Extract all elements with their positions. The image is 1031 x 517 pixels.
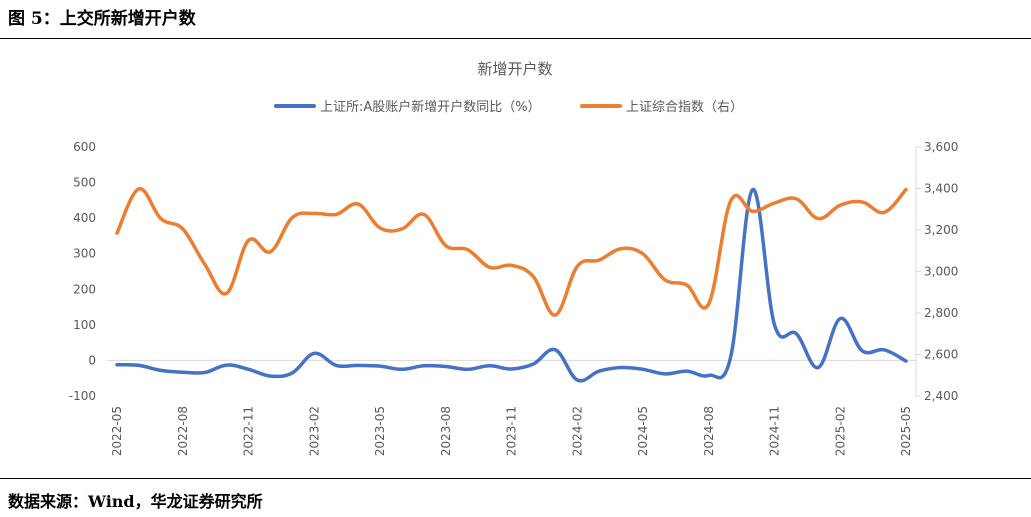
x-tick-label: 2024-08 [702, 406, 716, 456]
figure-title: 图 5：上交所新增开户数 [8, 9, 196, 29]
right-tick-label: 2,600 [924, 348, 958, 362]
x-tick-label: 2024-11 [768, 406, 782, 456]
bottom-rule [0, 478, 1031, 479]
left-tick-label: -100 [69, 389, 96, 403]
left-tick-label: 200 [73, 282, 96, 296]
left-tick-label: 600 [73, 140, 96, 154]
x-tick-label: 2023-11 [505, 406, 519, 456]
left-tick-label: 500 [73, 176, 96, 190]
legend-label: 上证综合指数（右） [626, 100, 743, 115]
x-tick-label: 2022-05 [110, 406, 124, 456]
left-tick-label: 100 [73, 318, 96, 332]
right-tick-label: 3,200 [924, 223, 958, 237]
x-tick-label: 2023-08 [439, 406, 453, 456]
left-tick-label: 300 [73, 247, 96, 261]
x-tick-label: 2022-08 [176, 406, 190, 456]
x-tick-label: 2024-05 [636, 406, 650, 456]
axes: -100 0 100 200 300 400 500 600 2,400 2,600 2,800 3,… [69, 140, 959, 456]
x-tick-label: 2022-11 [242, 406, 256, 456]
right-tick-label: 2,800 [924, 306, 958, 320]
x-tick-label: 2024-02 [570, 406, 584, 456]
series-line-sse-index [115, 187, 908, 317]
legend: 上证所:A股账户新增开户数同比（%） 上证综合指数（右） [274, 99, 743, 115]
x-tick-label: 2023-02 [307, 406, 321, 456]
chart: 新增开户数 上证所:A股账户新增开户数同比（%） 上证综合指数（右） -100 0 1… [69, 60, 959, 456]
x-tick-label: 2023-05 [373, 406, 387, 456]
legend-label: 上证所:A股账户新增开户数同比（%） [320, 99, 541, 115]
left-tick-label: 400 [73, 211, 96, 225]
chart-title: 新增开户数 [477, 60, 552, 78]
source-note: 数据来源：Wind，华龙证券研究所 [8, 492, 263, 511]
left-tick-label: 0 [88, 353, 96, 367]
right-tick-label: 2,400 [924, 389, 958, 403]
series-line-account-yoy [115, 187, 908, 383]
right-tick-label: 3,400 [924, 182, 958, 196]
x-tick-label: 2025-05 [899, 406, 913, 456]
top-rule [0, 38, 1031, 39]
x-tick-label: 2025-02 [833, 406, 847, 456]
right-tick-label: 3,600 [924, 140, 958, 154]
plot-area [115, 187, 908, 383]
right-tick-label: 3,000 [924, 265, 958, 279]
